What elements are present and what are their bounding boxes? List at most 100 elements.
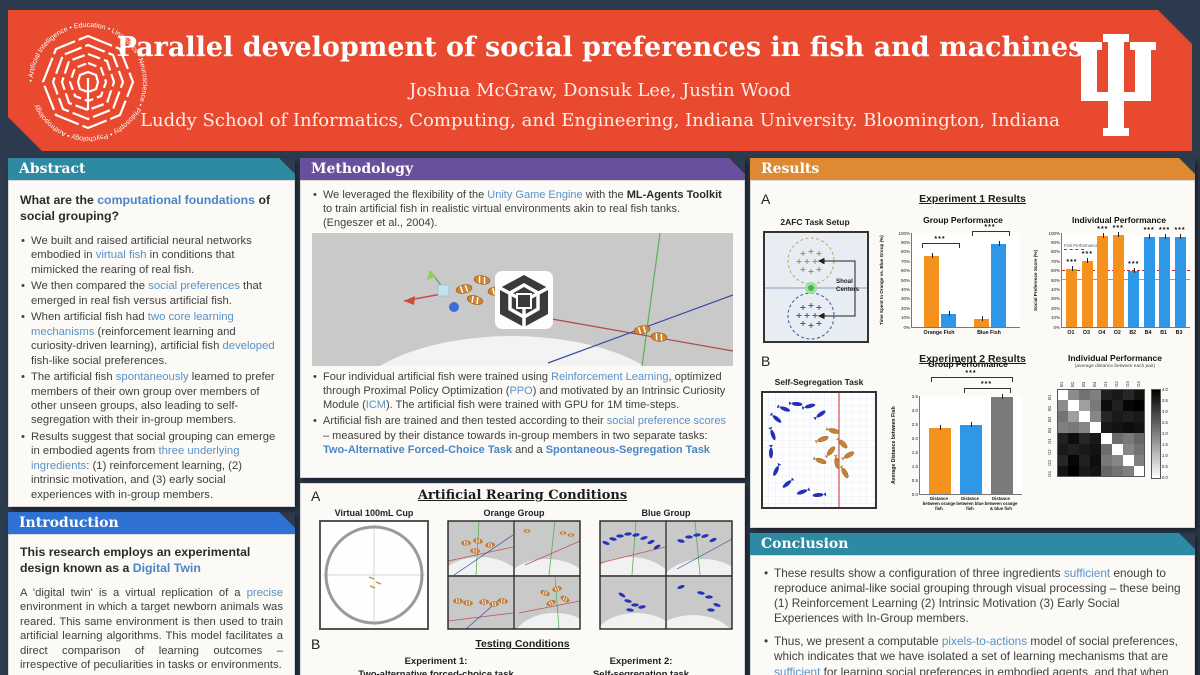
y-tick-label: 80% <box>900 249 910 255</box>
exp1-label: Experiment 1: <box>404 656 468 667</box>
methodology-bullet: Artificial fish are trained and then tes… <box>312 414 733 456</box>
text-segment: model of social preferences, which indic… <box>774 634 1178 664</box>
sig-bracket <box>972 231 1010 237</box>
error-bar <box>1071 265 1073 271</box>
exp2-label: Experiment 2: <box>609 656 673 667</box>
methodology-bullet: We leveraged the flexibility of the Unit… <box>312 188 733 230</box>
error-bar <box>1149 233 1151 239</box>
text-segment: ML-Agents Toolkit <box>626 189 722 201</box>
heatmap-cell <box>1079 433 1090 444</box>
exp2-individual-performance-heatmap: Individual Performance (average distance … <box>1039 353 1191 508</box>
text-segment: social preferences <box>148 280 240 293</box>
error-bar <box>940 425 941 431</box>
legend-dash <box>1064 249 1084 250</box>
heatmap-cell <box>1057 444 1068 455</box>
sig-stars: *** <box>934 235 946 243</box>
sig-stars: *** <box>965 370 977 378</box>
text-segment: three underlying ingredients <box>31 445 240 472</box>
heatmap-cell <box>1079 411 1090 422</box>
heatmap-cell <box>1090 400 1101 411</box>
blue-group-figure <box>599 520 733 630</box>
heatmap-cell <box>1101 411 1112 422</box>
heatmap-cell <box>1057 433 1068 444</box>
introduction-lead: This research employs an experimental de… <box>20 545 283 577</box>
orange-group-figure <box>447 520 581 630</box>
heatmap-cell <box>1068 389 1079 400</box>
bar-O4 <box>1097 232 1109 327</box>
heatmap-col-label: O1 <box>1103 381 1108 387</box>
results-header: Results <box>750 158 1195 180</box>
y-axis-label: Average Distance between Fish <box>891 406 897 484</box>
heatmap-cell <box>1101 466 1112 477</box>
panel-a-label: A <box>311 488 321 504</box>
heatmap-row-label: B2 <box>1047 405 1052 411</box>
text-segment: environment in which a target newborn an… <box>20 601 283 672</box>
plot-area: 0% 10% 20% 30% 40% 50% 60% 70% 80% 90% 100% *** *** <box>898 224 1020 330</box>
heatmap-cell <box>1068 433 1079 444</box>
exp2-results-title: Experiment 2 Results <box>919 353 1026 365</box>
orange-group-caption: Orange Group <box>483 508 545 518</box>
rearing-figure-panel: A Artificial Rearing Conditions Virtual … <box>300 483 745 675</box>
y-tick-label: 30% <box>900 296 910 302</box>
shoal-centers-label-1: Shoal <box>836 278 853 285</box>
methodology-panel: Methodology We leveraged the flexibility… <box>300 158 745 478</box>
y-tick-label: 40% <box>1050 286 1060 292</box>
colorbar-tick-label: 2.0 <box>1162 430 1168 436</box>
text-segment: – measured by their distance towards in-… <box>323 429 708 442</box>
text-segment: Thus, we present a computable <box>774 634 942 649</box>
results-body: A Experiment 1 Results 2AFC Task Setup <box>750 180 1195 528</box>
heatmap-cell <box>1123 422 1134 433</box>
heatmap-col-label: B2 <box>1070 381 1075 387</box>
text-segment: with the <box>582 189 627 201</box>
text-segment: fish-like social preferences. <box>31 354 168 367</box>
cup-caption: Virtual 100mL Cup <box>334 508 414 518</box>
self-segregation-image <box>761 391 877 509</box>
y-tick-label: 60% <box>900 268 910 274</box>
x-category-label: O4 <box>1098 330 1106 336</box>
heatmap-cell <box>1123 433 1134 444</box>
poster-affiliation: Luddy School of Informatics, Computing, … <box>140 110 1060 131</box>
y-tick-label: 3.5 <box>911 393 918 399</box>
heatmap-cell <box>1134 422 1145 433</box>
colorbar-tick-label: 2.5 <box>1162 419 1168 425</box>
sig-bracket-inner <box>964 388 1011 394</box>
heatmap-cell <box>1123 444 1134 455</box>
heatmap-col-label: O3 <box>1125 381 1130 387</box>
error-bar <box>1102 232 1104 238</box>
heatmap-cell <box>1057 455 1068 466</box>
text-segment: Reinforcement Learning <box>551 371 669 384</box>
text-segment: PPO <box>509 385 533 398</box>
y-tick-label: 2.0 <box>911 435 918 441</box>
results-panel-b-label: B <box>761 353 771 369</box>
text-segment: These results show a configuration of th… <box>774 566 1064 580</box>
y-tick-label: 30% <box>1050 296 1060 302</box>
text-segment: that emerged in real fish versus artific… <box>31 280 262 307</box>
y-tick-label: 0.0 <box>911 491 918 497</box>
text-segment: precise <box>246 586 283 599</box>
y-tick-label: 70% <box>1050 258 1060 264</box>
heatmap-cell <box>1090 389 1101 400</box>
error-bar <box>1180 233 1182 239</box>
sig-stars: *** <box>1112 224 1124 232</box>
text-segment: learned to prefer members of their own g… <box>31 371 275 427</box>
abstract-bullet: Results suggest that social grouping can… <box>20 430 283 502</box>
text-segment: social preference scores <box>606 415 726 428</box>
heatmap-cell <box>1134 400 1145 411</box>
text-segment: spontaneously <box>115 371 189 384</box>
text-segment: , optimized through Proximal Policy Opti… <box>323 371 722 398</box>
text-segment: enough to reproduce animal-like social g… <box>774 566 1181 626</box>
error-bar <box>981 315 983 321</box>
sig-bracket <box>922 242 960 248</box>
heatmap-row-label: B1 <box>1047 394 1052 400</box>
y-tick-label: 100% <box>898 230 910 236</box>
exp1-group-performance-chart: Group Performance Time Spent In Orange vs… <box>879 213 1029 378</box>
heatmap-cell <box>1123 455 1134 466</box>
iu-trident-logo <box>1066 32 1166 142</box>
heatmap-cell <box>1068 466 1079 477</box>
x-category-label: B4 <box>1144 330 1152 336</box>
text-segment: for learning social preferences in embod… <box>823 664 1169 675</box>
heatmap-cell <box>1123 466 1134 477</box>
heatmap-cell <box>1123 389 1134 400</box>
text-segment: in conditions that mimicked the rearing … <box>31 249 235 276</box>
